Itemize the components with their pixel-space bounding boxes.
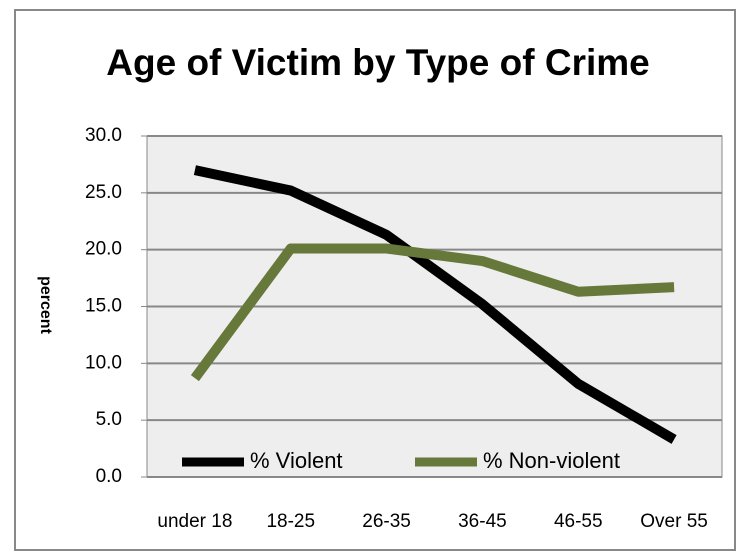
x-tick-label: 36-45 [458,511,507,532]
x-tick-label: 46-55 [554,511,603,532]
y-tick-label: 10.0 [85,352,122,373]
y-axis-label: percent [37,276,54,334]
line-series [193,165,677,444]
chart-title: Age of Victim by Type of Crime [106,42,649,83]
y-tick-label: 20.0 [85,239,122,260]
legend-label: % Non-violent [483,448,620,473]
x-tick-label: under 18 [157,511,232,532]
y-tick-label: 5.0 [96,409,122,430]
y-tick-label: 15.0 [85,296,122,317]
y-tick-label: 0.0 [96,466,122,487]
x-tick-label: Over 55 [640,511,708,532]
legend-label: % Violent [250,448,343,473]
y-tick-label: 30.0 [85,125,122,146]
x-tick-label: 26-35 [362,511,411,532]
line-series [190,243,675,382]
y-tick-label: 25.0 [85,182,122,203]
x-tick-label: 18-25 [266,511,315,532]
